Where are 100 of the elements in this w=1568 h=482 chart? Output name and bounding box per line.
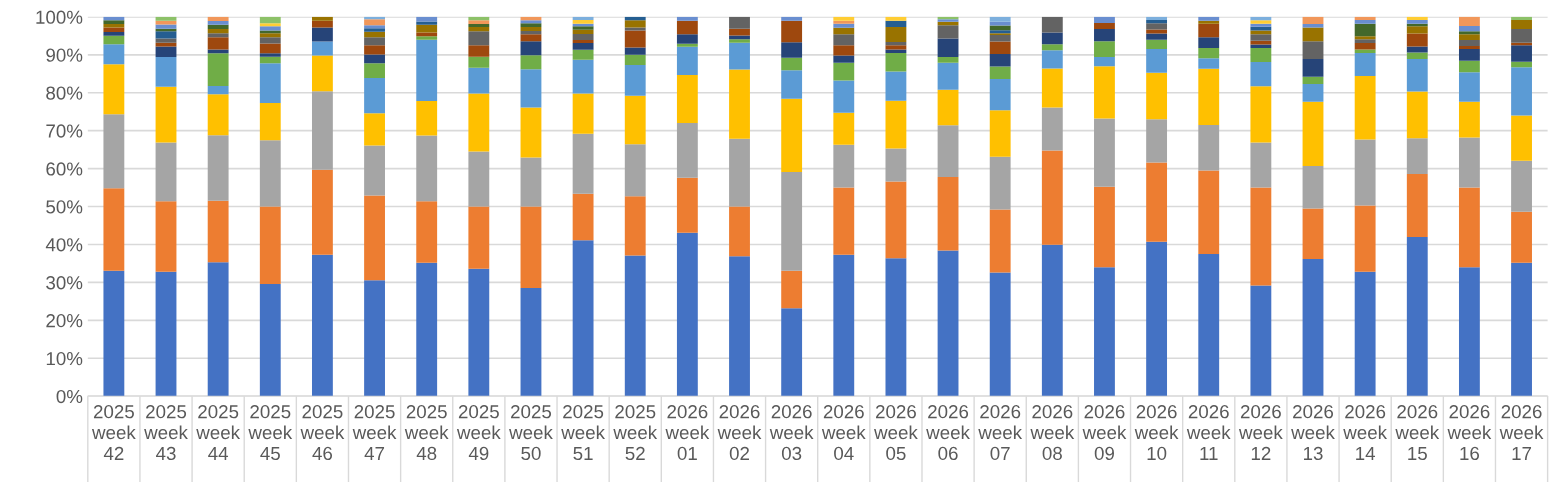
x-tick-label: 2026 week 16	[1447, 405, 1492, 461]
x-tick-label: 2026 week 07	[978, 405, 1023, 461]
bar	[833, 34, 855, 46]
bar	[989, 41, 1011, 55]
bar	[259, 23, 281, 27]
bar	[833, 23, 855, 28]
bar	[1406, 52, 1428, 59]
x-tick-label: 2026 week 02	[717, 405, 762, 461]
bar	[885, 52, 907, 72]
bar	[1511, 29, 1532, 43]
bar	[1302, 84, 1324, 102]
bar	[1406, 33, 1428, 47]
x-tick-label: 2025 week 50	[509, 405, 553, 461]
x-tick-label: 2025 week 46	[300, 405, 345, 461]
bar	[1146, 162, 1168, 242]
bar	[259, 206, 281, 284]
bar	[572, 240, 594, 397]
bar	[207, 37, 229, 50]
bar	[572, 59, 594, 94]
bar	[1458, 60, 1480, 73]
bar	[311, 16, 333, 21]
bar	[1146, 29, 1168, 34]
bar	[311, 254, 333, 397]
bar	[416, 101, 438, 136]
bar	[1354, 205, 1376, 272]
bar	[676, 123, 698, 178]
bar	[729, 39, 750, 43]
bar	[1094, 118, 1115, 187]
bar	[103, 114, 125, 189]
bar	[989, 209, 1011, 273]
bar	[1458, 16, 1480, 26]
bar	[416, 39, 438, 102]
bar	[520, 107, 542, 158]
bar	[885, 148, 907, 182]
bar	[624, 20, 646, 28]
bar	[1302, 16, 1324, 25]
bar	[833, 80, 855, 113]
bar	[833, 27, 855, 35]
bar	[781, 270, 803, 309]
bar	[676, 232, 698, 397]
bar	[729, 16, 750, 29]
bar	[1250, 47, 1272, 63]
bar	[468, 31, 490, 46]
bar	[729, 35, 750, 40]
bar	[1094, 41, 1115, 58]
bar	[1146, 16, 1168, 20]
y-tick-label: 80%	[46, 86, 83, 100]
bar	[989, 16, 1011, 22]
bar	[1041, 244, 1063, 397]
bar	[676, 43, 698, 47]
bar	[1511, 160, 1532, 212]
y-tick-label: 90%	[46, 48, 83, 62]
bar	[833, 16, 855, 21]
bar	[885, 258, 907, 397]
x-tick-label: 2026 week 11	[1186, 405, 1231, 460]
x-tick-label: 2026 week 04	[821, 405, 866, 461]
bar	[207, 33, 229, 38]
bar	[1250, 86, 1272, 143]
y-tick-label: 50%	[46, 200, 83, 214]
bar	[885, 71, 907, 101]
bar	[781, 70, 803, 99]
x-tick-label: 2025 week 47	[352, 405, 397, 460]
bar	[155, 38, 177, 43]
x-tick-label: 2026 week 05	[874, 405, 918, 461]
bar	[1146, 39, 1168, 50]
bar	[781, 42, 803, 58]
bar	[1458, 46, 1480, 50]
bar	[259, 43, 281, 54]
bar	[207, 53, 229, 86]
bar	[364, 37, 385, 46]
bar	[676, 16, 698, 21]
bar	[1302, 27, 1324, 42]
bar	[781, 16, 803, 21]
bar	[885, 16, 907, 21]
bar	[311, 91, 333, 170]
bar	[1041, 150, 1063, 245]
y-tick-label: 60%	[46, 162, 83, 176]
bar	[1354, 36, 1376, 40]
bar	[468, 27, 490, 32]
bar	[1041, 16, 1063, 33]
bar	[155, 201, 177, 272]
x-tick-label: 2026 week 03	[769, 405, 814, 461]
bar	[207, 200, 229, 263]
bar	[155, 24, 177, 29]
bar	[1354, 23, 1376, 37]
bar	[781, 57, 803, 71]
bar	[1198, 170, 1220, 254]
bar	[520, 55, 542, 70]
bar	[416, 36, 438, 40]
x-tick-label: 2026 week 10	[1134, 405, 1179, 461]
bar	[259, 283, 281, 397]
bar	[364, 113, 385, 146]
bar	[364, 19, 385, 26]
bar	[103, 32, 125, 36]
bar	[1041, 68, 1063, 108]
bar	[155, 31, 177, 39]
bar	[989, 66, 1011, 80]
bar	[1250, 34, 1272, 41]
bar	[624, 144, 646, 197]
bar	[1250, 40, 1272, 45]
